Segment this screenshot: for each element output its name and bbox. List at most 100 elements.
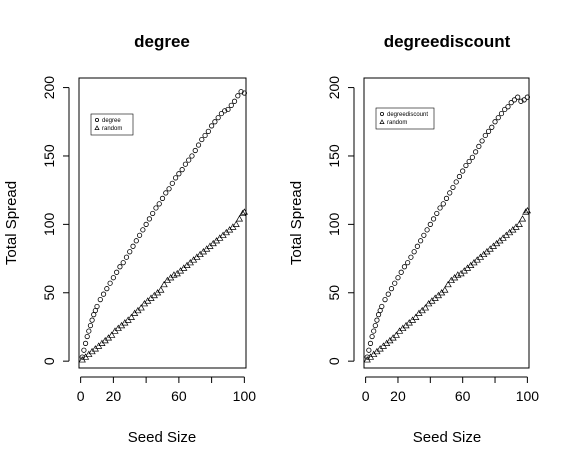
legend-label: degreediscount (387, 112, 428, 118)
x-tick-label: 100 (233, 388, 257, 404)
data-point (87, 322, 94, 329)
data-point (120, 260, 126, 266)
data-point (159, 195, 166, 201)
data-point (189, 153, 195, 159)
data-point (146, 216, 153, 222)
legend-marker (379, 112, 384, 117)
data-point (466, 158, 472, 165)
legend-label: random (102, 126, 122, 132)
data-point (447, 190, 453, 196)
data-point (205, 128, 211, 134)
legend-label: degree (102, 118, 121, 124)
data-point (137, 304, 145, 311)
data-point (172, 175, 179, 181)
data-point (86, 328, 92, 334)
data-point (140, 227, 146, 233)
x-axis-label: Seed Size (128, 429, 196, 446)
data-point (170, 271, 178, 278)
x-tick-label: 0 (362, 388, 370, 404)
data-point (515, 220, 523, 227)
data-point (225, 106, 231, 113)
data-point (430, 216, 437, 222)
data-point (367, 340, 374, 346)
x-tick-label: 60 (171, 388, 187, 404)
data-point (107, 280, 113, 286)
data-point (100, 291, 107, 297)
data-point (444, 280, 452, 288)
plot-frame (363, 77, 530, 369)
data-point (453, 179, 459, 185)
data-point (176, 171, 182, 177)
data-point (521, 97, 527, 103)
chart-title: degree (134, 32, 190, 51)
x-tick-label: 20 (106, 388, 122, 404)
y-tick-label: 50 (41, 285, 57, 301)
y-axis-label: Total Spread (288, 181, 305, 265)
data-point (179, 167, 185, 173)
x-axis-label: Seed Size (413, 429, 481, 446)
legend-marker (379, 119, 385, 124)
data-point (169, 180, 175, 186)
data-point (522, 208, 530, 215)
data-point (114, 269, 120, 275)
data-point (401, 264, 408, 270)
data-point (130, 243, 136, 249)
legend-box (90, 113, 134, 136)
data-point (518, 215, 527, 222)
data-point (240, 208, 248, 215)
data-point (414, 243, 420, 249)
y-tick-label: 200 (326, 76, 342, 100)
data-point (369, 333, 375, 340)
data-point (123, 254, 130, 260)
data-point (150, 210, 156, 217)
data-point (110, 275, 116, 281)
data-point (156, 201, 162, 207)
data-point (127, 249, 133, 255)
data-point (502, 106, 508, 113)
data-point (366, 347, 372, 353)
legend-marker (95, 118, 100, 123)
data-point (222, 108, 228, 114)
data-point (392, 280, 398, 286)
data-point (454, 271, 462, 278)
data-point (209, 123, 215, 129)
data-point (212, 119, 218, 125)
data-point (495, 115, 501, 121)
data-point (411, 249, 417, 255)
data-point (476, 143, 482, 149)
data-point (108, 331, 116, 338)
data-point (385, 291, 391, 297)
data-point (518, 98, 524, 104)
data-point (166, 186, 172, 192)
data-point (117, 264, 123, 270)
data-point (398, 269, 404, 275)
data-point (505, 104, 511, 110)
legend: degreediscount random (375, 107, 435, 130)
series-random (363, 206, 531, 363)
legend-marker (94, 125, 100, 130)
y-tick-label: 0 (41, 357, 57, 365)
data-point (157, 286, 165, 293)
data-point (511, 97, 518, 103)
data-point (104, 286, 110, 292)
y-tick-label: 100 (41, 212, 57, 236)
data-point (133, 238, 139, 244)
series-degree (79, 89, 247, 360)
data-point (186, 157, 192, 163)
data-point (524, 94, 530, 100)
y-tick-label: 50 (326, 285, 342, 301)
legend-label: random (387, 120, 407, 126)
data-point (371, 328, 377, 334)
data-point (235, 215, 244, 222)
y-tick-label: 150 (326, 144, 342, 168)
x-tick-label: 60 (455, 388, 471, 404)
data-point (489, 124, 495, 130)
chart-title: degreediscount (384, 32, 511, 51)
data-point (412, 313, 420, 320)
data-point (136, 232, 143, 238)
y-tick-label: 200 (41, 76, 57, 100)
data-point (127, 313, 135, 320)
data-point (379, 303, 385, 310)
data-point (195, 142, 202, 148)
y-axis-label: Total Spread (3, 181, 20, 265)
